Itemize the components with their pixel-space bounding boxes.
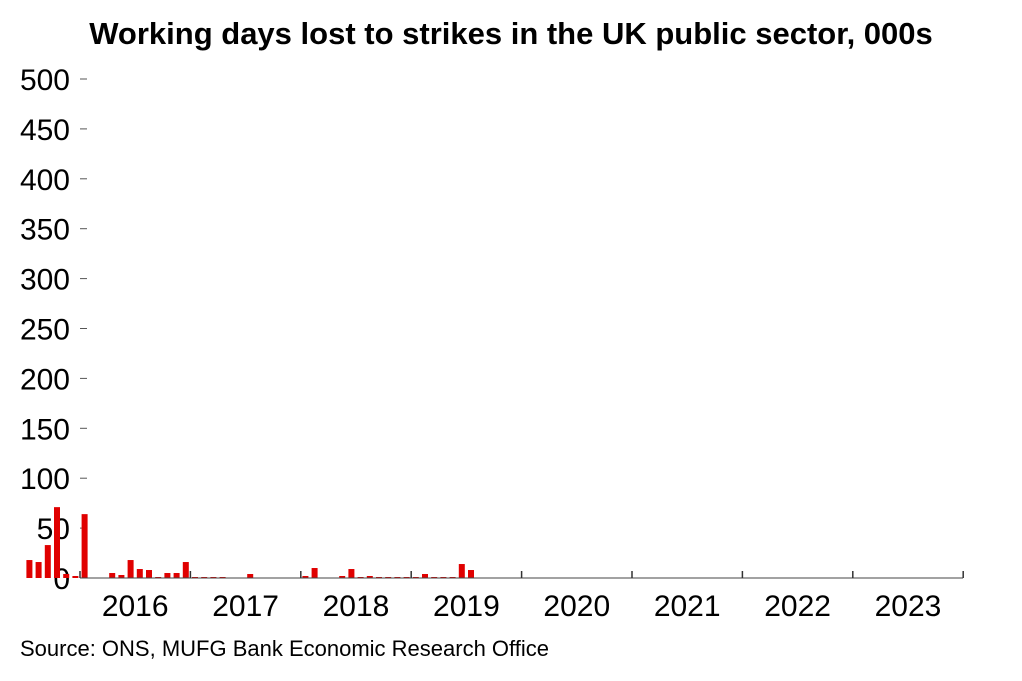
x-tick-label: 2023 [875, 590, 942, 623]
bar [458, 564, 465, 578]
bar [468, 570, 474, 578]
bar [72, 576, 79, 578]
bar [182, 562, 189, 578]
x-tick-label: 2018 [323, 590, 390, 623]
y-tick-label: 250 [20, 314, 70, 347]
bar [422, 574, 428, 578]
bar [339, 576, 346, 578]
bar [35, 562, 42, 578]
x-tick-label: 2021 [654, 590, 721, 623]
y-tick-label: 200 [20, 363, 70, 396]
bar [26, 560, 33, 578]
bar [348, 569, 355, 578]
bar [164, 573, 171, 578]
bar [302, 576, 309, 578]
x-tick-label: 2019 [433, 590, 500, 623]
x-tick-label: 2016 [102, 590, 169, 623]
y-tick-label: 300 [20, 264, 70, 297]
y-tick-label: 50 [37, 513, 70, 546]
bar [127, 560, 134, 578]
x-axis: 2016 2017 2018 2019 2020 2021 2022 2023 [79, 571, 964, 623]
y-tick-label: 350 [20, 214, 70, 247]
chart-title: Working days lost to strikes in the UK p… [89, 16, 933, 51]
y-tick-label: 400 [20, 164, 70, 197]
bar-series [26, 507, 474, 578]
y-tick-label: 100 [20, 463, 70, 496]
source-note: Source: ONS, MUFG Bank Economic Research… [20, 636, 549, 661]
bar [247, 574, 254, 578]
bar [136, 569, 143, 578]
bar [311, 568, 318, 578]
bar [173, 573, 180, 578]
bar [54, 507, 60, 578]
bar [63, 574, 70, 578]
x-tick-label: 2022 [764, 590, 831, 623]
bar [118, 575, 125, 578]
y-tick-label: 450 [20, 114, 70, 147]
x-tick-label: 2020 [543, 590, 610, 623]
bar [81, 514, 88, 578]
x-tick-label: 2017 [212, 590, 279, 623]
bar [44, 545, 51, 578]
bar [109, 573, 116, 578]
bar [146, 570, 152, 578]
y-tick-label: 500 [20, 64, 70, 97]
bar [366, 576, 373, 578]
y-tick-label: 150 [20, 413, 70, 446]
